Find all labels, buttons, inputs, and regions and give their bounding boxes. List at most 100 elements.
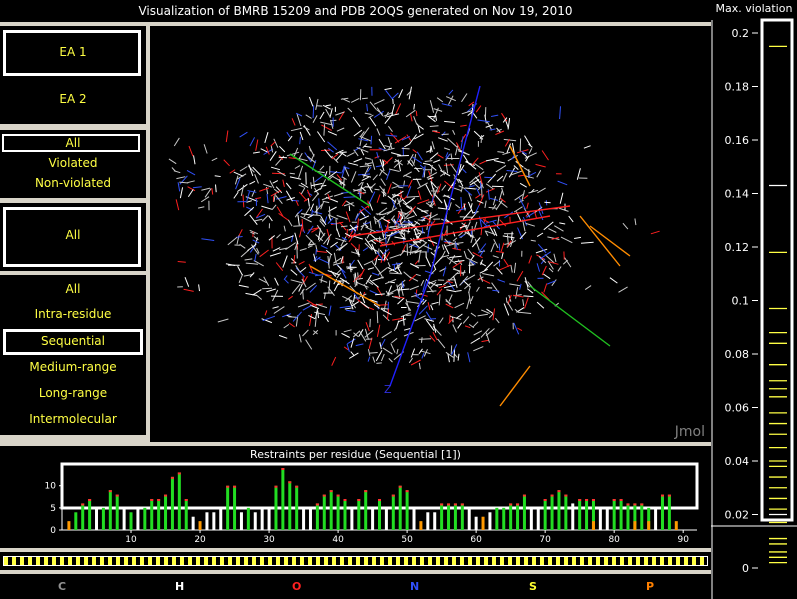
residue-bar[interactable] [315,503,319,530]
residue-bar[interactable] [516,503,520,530]
residue-bar[interactable] [74,512,78,530]
residue-bar[interactable] [536,507,540,530]
residue-bar[interactable] [564,494,568,530]
residue-bar[interactable] [274,485,278,530]
residue-bar[interactable] [67,521,71,530]
range-option-intra-residue[interactable]: Intra-residue [34,307,112,321]
residue-bar[interactable] [674,521,678,530]
residue-bar[interactable] [384,507,388,530]
max-violation-scale[interactable]: 0.2 0.18 0.16 0.14 0.12 0.1 0.08 0.06 0.04 0.02 0 [711,0,797,599]
residue-bar[interactable] [426,512,430,530]
residue-bar[interactable] [550,494,554,530]
residue-bar[interactable] [233,485,237,530]
restraints-chart[interactable]: 0 5 10 10 20 30 40 50 60 70 80 90 [0,446,711,548]
residue-bar[interactable] [619,499,623,530]
residue-bar[interactable] [557,490,561,530]
residue-bar[interactable] [667,494,671,530]
residue-bar[interactable] [529,507,533,530]
residue-bar[interactable] [433,512,437,530]
residue-bar[interactable] [288,481,292,530]
residue-bar[interactable] [205,512,209,530]
residue-bar[interactable] [308,507,312,530]
residue-bar[interactable] [647,521,651,530]
range-option-all[interactable]: All [65,282,81,296]
residue-bar[interactable] [267,507,271,530]
residue-bar[interactable] [585,499,589,530]
residue-bar[interactable] [647,507,651,530]
residue-bar[interactable] [226,485,230,530]
residue-bar[interactable] [329,490,333,530]
residue-bar[interactable] [440,503,444,530]
residue-bar[interactable] [371,507,375,530]
residue-bar[interactable] [239,512,243,530]
residue-bar[interactable] [364,490,368,530]
residue-bar[interactable] [136,507,140,530]
range-option-medium-range[interactable]: Medium-range [29,360,117,374]
residue-bar[interactable] [626,503,630,530]
violation-option-violated[interactable]: Violated [48,156,98,170]
residue-bar[interactable] [654,507,658,530]
residue-bar[interactable] [246,507,250,530]
residue-bar[interactable] [543,499,547,530]
residue-bar[interactable] [191,516,195,530]
residue-bar[interactable] [522,494,526,530]
residue-bar[interactable] [322,494,326,530]
residue-bar[interactable] [281,468,285,530]
residue-bar[interactable] [598,507,602,530]
residue-bar[interactable] [150,499,154,530]
residue-bar[interactable] [571,503,575,530]
residue-bar[interactable] [633,503,637,530]
residue-bar[interactable] [101,507,105,530]
residue-bar[interactable] [481,516,485,530]
residue-bar[interactable] [474,516,478,530]
residue-bar[interactable] [302,507,306,530]
residue-bar[interactable] [419,521,423,530]
residue-bar[interactable] [412,507,416,530]
residue-bar[interactable] [591,521,595,530]
sequence-bar[interactable] [0,552,711,570]
residue-bar[interactable] [115,494,119,530]
violation-option-all[interactable]: All [65,136,81,150]
residue-bar[interactable] [488,512,492,530]
residue-bar[interactable] [405,490,409,530]
residue-bar[interactable] [343,499,347,530]
residue-bar[interactable] [453,503,457,530]
residue-bar[interactable] [591,499,595,530]
residue-bar[interactable] [509,503,513,530]
residue-bar[interactable] [502,507,506,530]
residue-bar[interactable] [447,503,451,530]
residue-bar[interactable] [640,503,644,530]
residue-bar[interactable] [157,499,161,530]
residue-bar[interactable] [143,507,147,530]
residue-bar[interactable] [612,499,616,530]
residue-bar[interactable] [198,521,202,530]
residue-bar[interactable] [336,494,340,530]
residue-bar[interactable] [219,507,223,530]
residue-bar[interactable] [108,490,112,530]
residue-bar[interactable] [88,499,92,530]
residue-bar[interactable] [350,507,354,530]
residue-bar[interactable] [260,507,264,530]
residue-bar[interactable] [378,499,381,530]
residue-bar[interactable] [357,499,361,530]
range-option-sequential[interactable]: Sequential [41,334,105,348]
residue-bar[interactable] [605,507,609,530]
residue-bar[interactable] [184,499,188,530]
range-option-intermolecular[interactable]: Intermolecular [29,412,117,426]
entity-option-ea1[interactable]: EA 1 [59,45,87,59]
violation-option-non-violated[interactable]: Non-violated [34,176,112,190]
residue-bar[interactable] [295,485,299,530]
residue-bar[interactable] [122,507,126,530]
residue-bar[interactable] [391,494,395,530]
entity-option-ea2[interactable]: EA 2 [59,92,87,106]
residue-bar[interactable] [660,494,664,530]
residue-bar[interactable] [212,512,216,530]
residue-bar[interactable] [495,507,499,530]
sequence-bar-track[interactable] [3,556,708,566]
residue-bar[interactable] [170,476,174,530]
residue-bar[interactable] [460,503,464,530]
type-option-all[interactable]: All [65,228,81,242]
residue-bar[interactable] [164,494,168,530]
residue-bar[interactable] [129,512,133,530]
residue-bar[interactable] [578,499,582,530]
